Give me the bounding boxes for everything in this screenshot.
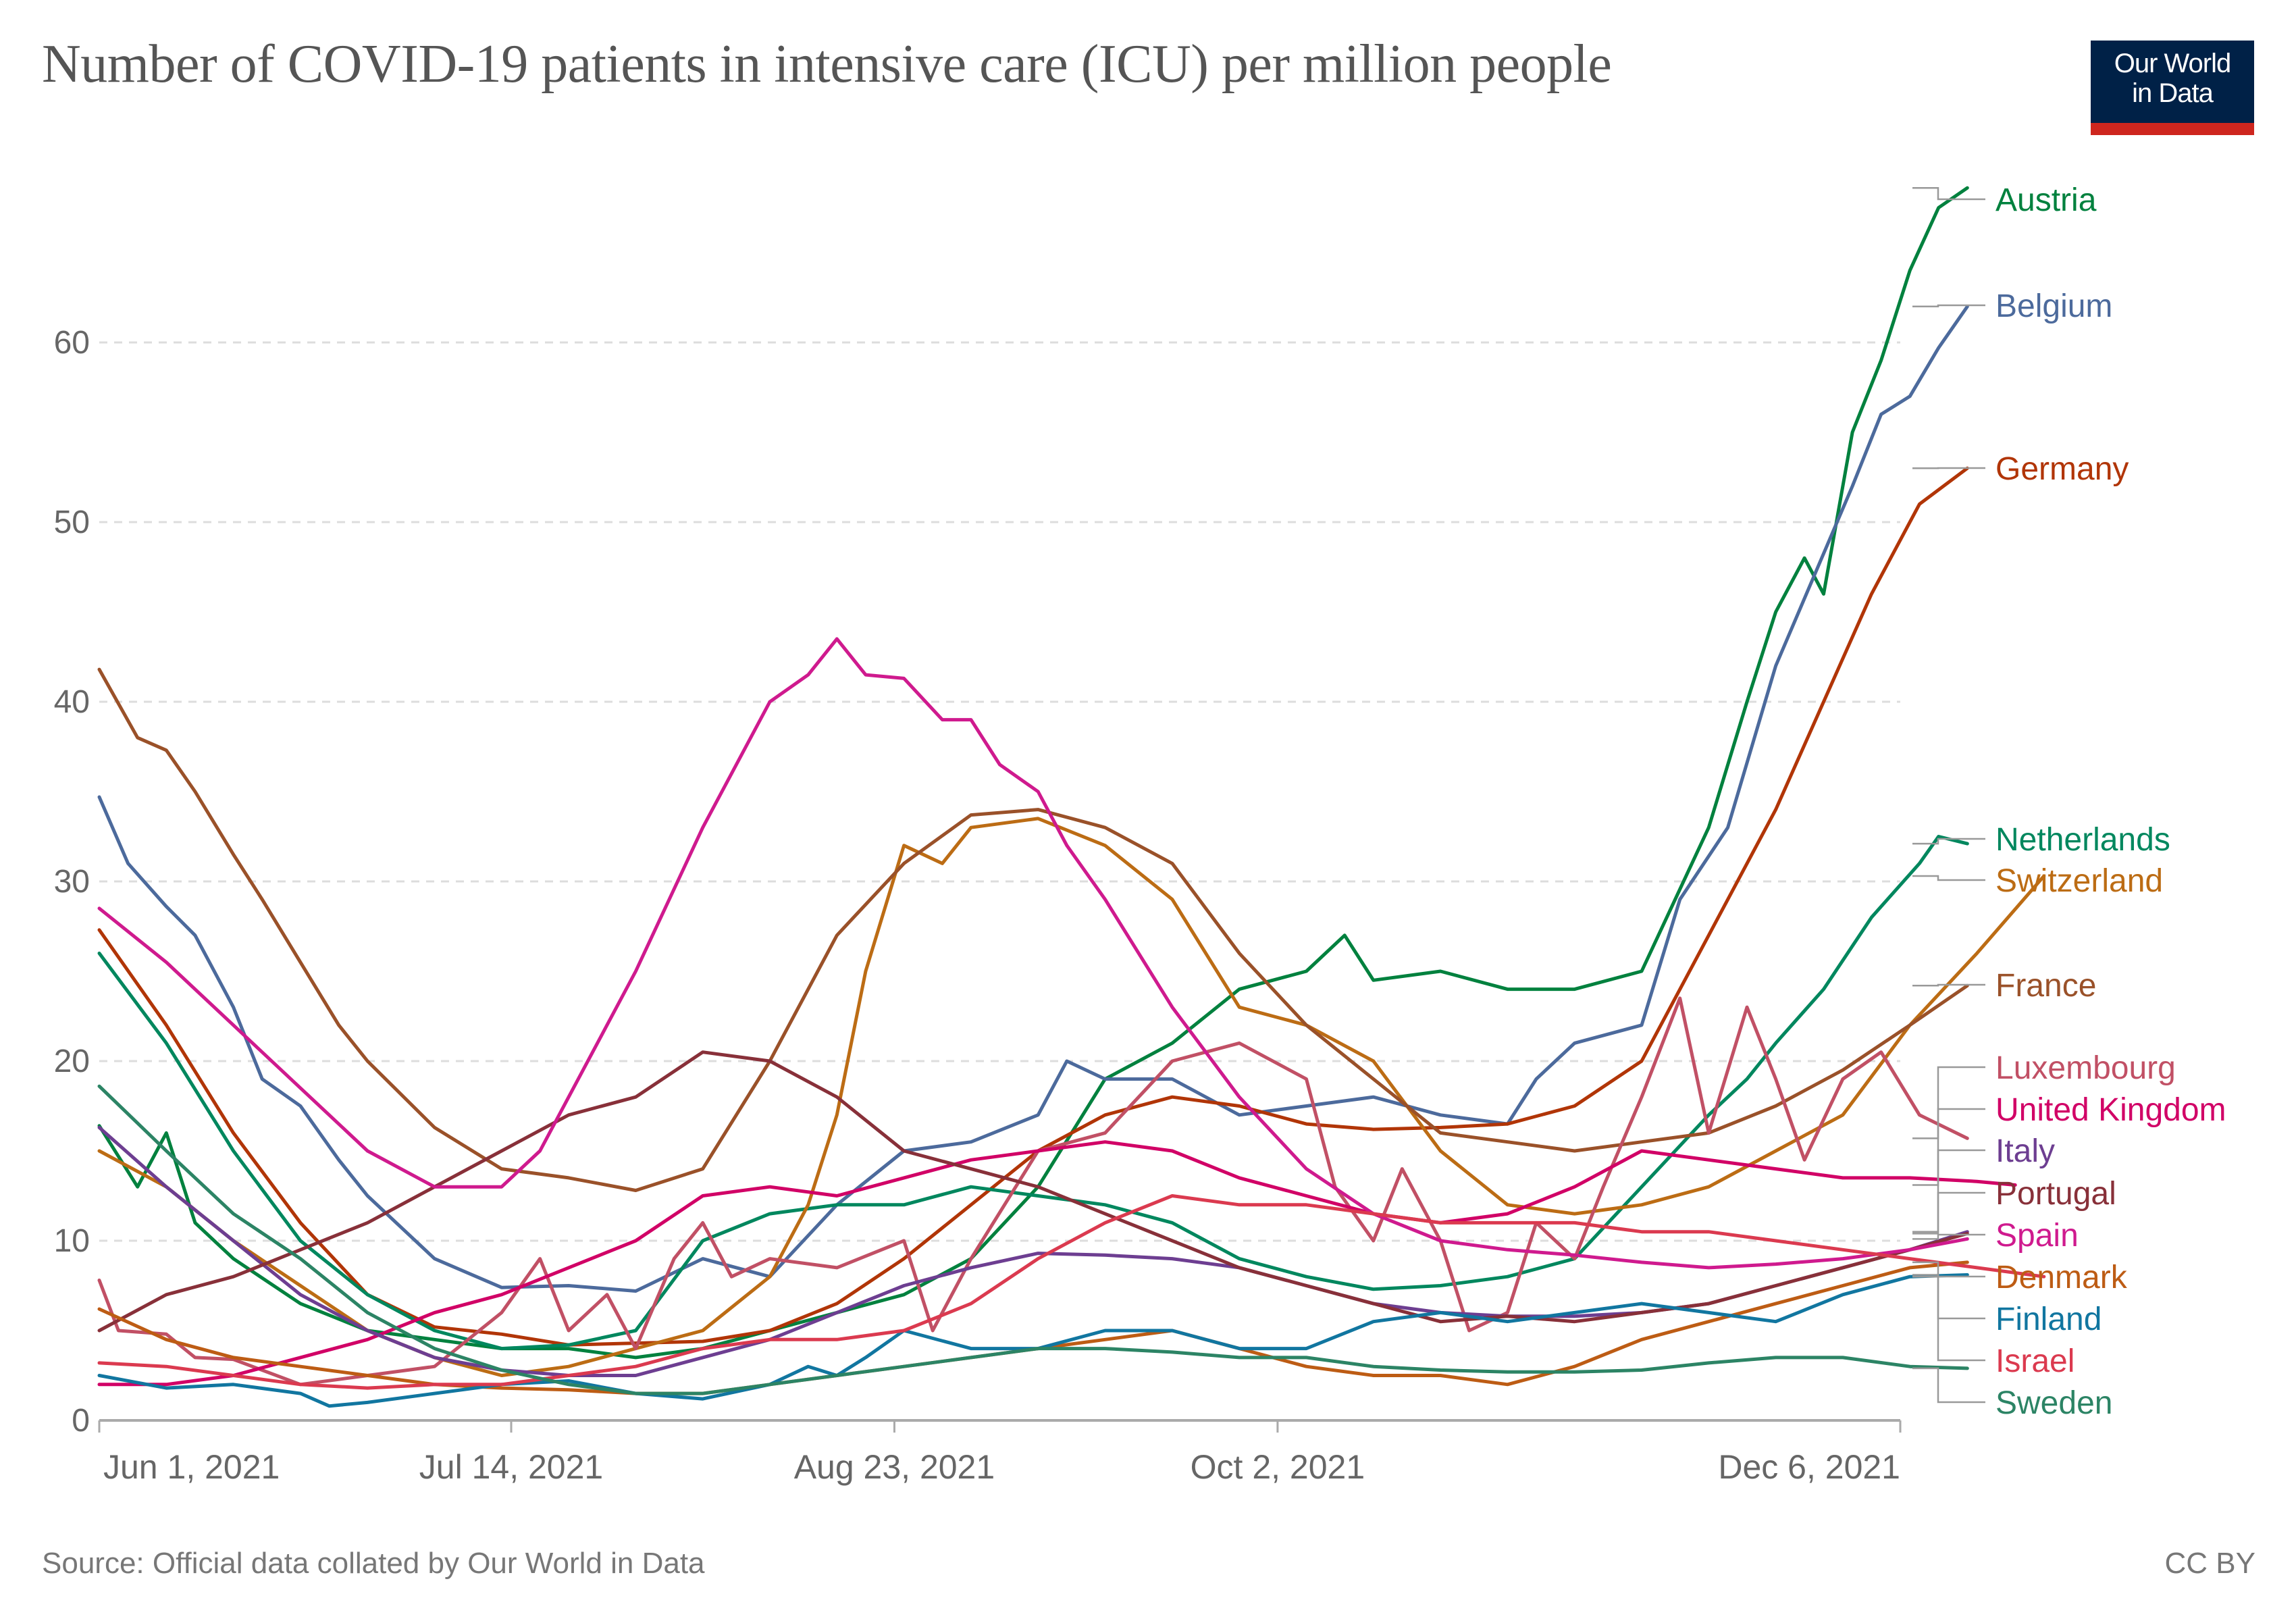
- legend-connector-switzerland: [1912, 875, 1985, 881]
- legend-label-finland: Finland: [1995, 1302, 2102, 1337]
- legend-label-portugal: Portugal: [1995, 1176, 2116, 1212]
- logo-line-2: in Data: [2132, 78, 2214, 108]
- x-tick-label: Oct 2, 2021: [1191, 1448, 1365, 1486]
- y-tick-label: 50: [54, 505, 90, 540]
- series-line-belgium: [97, 305, 1969, 1293]
- legend-label-luxembourg: Luxembourg: [1995, 1050, 2176, 1086]
- legend-connector-finland: [1912, 1274, 1985, 1320]
- series-line-italy: [97, 1125, 1969, 1377]
- legend-label-france: France: [1995, 968, 2096, 1004]
- legend-label-sweden: Sweden: [1995, 1385, 2112, 1421]
- license-link[interactable]: CC BY: [2164, 1547, 2255, 1580]
- x-tick-label: Aug 23, 2021: [794, 1448, 995, 1486]
- series-line-sweden: [97, 1084, 1969, 1395]
- series-line-netherlands: [97, 835, 1969, 1351]
- legend-connector-spain: [1912, 1233, 1985, 1240]
- legend-connector-denmark: [1912, 1261, 1985, 1278]
- x-tick-label: Jun 1, 2021: [103, 1448, 280, 1486]
- legend-connector-united-kingdom: [1912, 1108, 1985, 1186]
- legend-connector-luxembourg: [1912, 1066, 1985, 1139]
- series-line-switzerland: [97, 817, 2046, 1377]
- y-tick-label: 60: [54, 325, 90, 361]
- legend-label-switzerland: Switzerland: [1995, 863, 2163, 899]
- series-line-austria: [97, 186, 1969, 1360]
- y-tick-label: 20: [54, 1044, 90, 1079]
- legend-label-belgium: Belgium: [1995, 288, 2112, 324]
- legend-label-germany: Germany: [1995, 451, 2129, 487]
- series-line-israel: [97, 1194, 2046, 1390]
- chart-title: Number of COVID-19 patients in intensive…: [42, 34, 1612, 94]
- logo-text: Our World in Data: [2091, 49, 2254, 108]
- x-tick-label: Dec 6, 2021: [1718, 1448, 1900, 1486]
- logo-line-1: Our World: [2114, 49, 2232, 78]
- y-tick-label: 40: [54, 684, 90, 720]
- series-line-france: [97, 667, 1969, 1192]
- legend-connector-israel: [1912, 1275, 1985, 1362]
- x-tick-label: Jul 14, 2021: [419, 1448, 603, 1486]
- series-line-spain: [97, 637, 1969, 1270]
- gridlines: [99, 341, 1900, 1242]
- legend-connector-sweden: [1912, 1367, 1985, 1404]
- series-line-germany: [97, 466, 1969, 1347]
- logo-accent-bar: [2091, 123, 2254, 135]
- legend-connector-austria: [1912, 186, 1985, 201]
- legend-label-israel: Israel: [1995, 1343, 2075, 1379]
- legend-label-denmark: Denmark: [1995, 1260, 2128, 1295]
- legend-connector-portugal: [1912, 1191, 1985, 1235]
- x-axis: Jun 1, 2021 Jul 14, 2021 Aug 23, 2021 Oct 2…: [98, 1419, 1902, 1486]
- y-tick-label: 10: [54, 1223, 90, 1259]
- series-line-united-kingdom: [97, 1140, 2017, 1387]
- legend-label-united-kingdom: United Kingdom: [1995, 1092, 2226, 1128]
- legend-label-spain: Spain: [1995, 1218, 2079, 1254]
- y-tick-label: 0: [72, 1403, 90, 1439]
- series-line-luxembourg: [97, 996, 1969, 1387]
- legend-label-netherlands: Netherlands: [1995, 822, 2170, 858]
- legend-label-italy: Italy: [1995, 1133, 2055, 1169]
- y-axis-ticks: 0 10 20 30 40 50 60: [54, 325, 90, 1439]
- y-tick-label: 30: [54, 864, 90, 900]
- series-line-finland: [97, 1273, 1969, 1408]
- owid-logo[interactable]: Our World in Data: [2091, 41, 2254, 135]
- legend: Austria Belgium Germany Netherlands Switzerl…: [1912, 182, 2226, 1421]
- legend-connector-belgium: [1912, 304, 1985, 308]
- series-line-portugal: [97, 1050, 1969, 1333]
- legend-label-austria: Austria: [1995, 182, 2097, 218]
- legend-connector-italy: [1912, 1149, 1985, 1233]
- legend-connector-netherlands: [1912, 838, 1985, 845]
- source-note: Source: Official data collated by Our Wo…: [42, 1547, 705, 1580]
- series-lines: [97, 186, 2046, 1408]
